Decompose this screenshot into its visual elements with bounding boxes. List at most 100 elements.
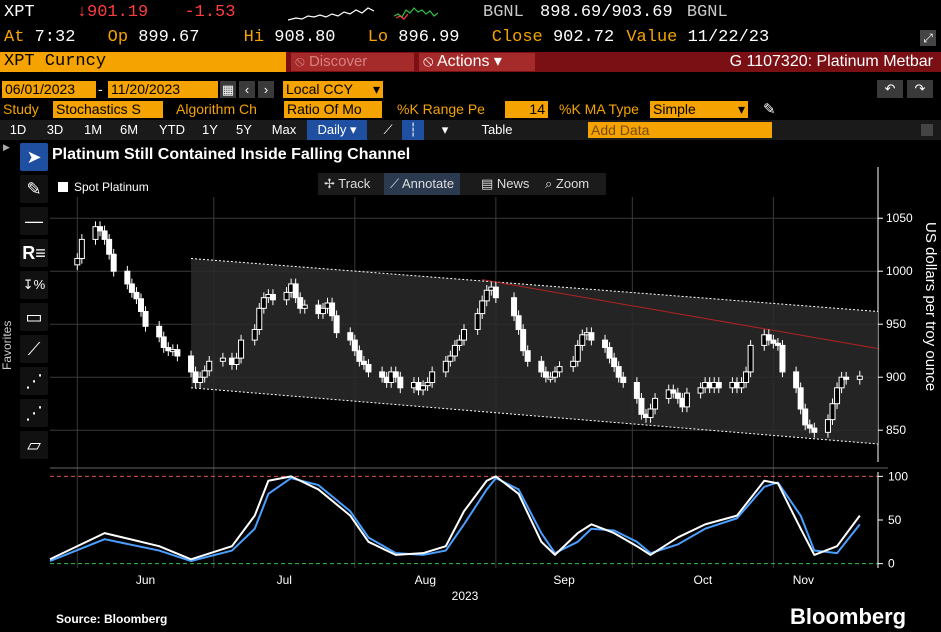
end-date-field[interactable]: 11/20/2023 (108, 81, 218, 98)
study-select[interactable]: Stochastics S (53, 101, 163, 118)
annotate-button[interactable]: ⟋ Annotate (384, 173, 461, 195)
collapse-arrow-icon[interactable]: ▶ (3, 142, 10, 152)
range-button-6m[interactable]: 6M (119, 122, 139, 137)
candle-chart-icon[interactable]: ┆ (402, 120, 424, 140)
candle-body (538, 360, 545, 373)
horizontal-line-tool-icon[interactable]: — (20, 207, 48, 235)
expand-icon[interactable]: ⤢ (920, 30, 936, 46)
candle-body (269, 294, 276, 301)
last-price: 901.19 (87, 3, 149, 22)
candle-body (670, 389, 677, 394)
track-label: Track (338, 176, 371, 191)
candle-body (674, 392, 681, 399)
candle-body (392, 371, 399, 378)
percent-tool-icon[interactable]: ↧% (20, 271, 48, 299)
range-button-1m[interactable]: 1M (83, 122, 103, 137)
candle-body (429, 371, 436, 383)
bid-source: BGNL (483, 3, 524, 22)
redo-button[interactable]: ↷ (907, 80, 933, 98)
candle-body (797, 387, 804, 410)
track-icon: ✢ (324, 176, 339, 191)
annotate-icon: ⟋ (390, 176, 402, 191)
algorithm-select[interactable]: Ratio Of Mo (284, 101, 382, 118)
ray-tool-icon[interactable]: ⋰ (20, 399, 48, 427)
retracement-tool-icon[interactable]: R≡ (20, 239, 48, 267)
candle-body (542, 371, 549, 378)
candle-body (633, 382, 640, 399)
line-chart-icon[interactable]: ⟋ (383, 122, 393, 137)
candle-body (283, 291, 290, 301)
candle-body (256, 307, 263, 330)
candle-body (360, 360, 367, 365)
range-button-1d[interactable]: 1D (9, 122, 27, 137)
y-tick-label: 1050 (886, 211, 913, 225)
zoom-label: Zoom (555, 176, 590, 191)
candle-body (165, 347, 172, 352)
period-select[interactable]: Daily ▾ (307, 120, 367, 140)
candle-body (188, 355, 195, 373)
chevron-down-icon[interactable]: ▾ (441, 122, 449, 137)
sparkline-intraday (288, 7, 375, 21)
candle-body (806, 424, 813, 429)
track-button[interactable]: ✢ Track (324, 173, 370, 195)
parallel-tool-icon[interactable]: ▱ (20, 431, 48, 459)
next-period-button[interactable]: › (258, 81, 274, 98)
news-icon: ▤ (481, 176, 497, 191)
table-button[interactable]: Table (481, 122, 513, 137)
stoch-d-line (49, 477, 861, 563)
candle-body (774, 342, 781, 346)
channel-tool-icon[interactable]: ⋰ (20, 367, 48, 395)
zoom-button[interactable]: ⌕ Zoom (545, 173, 589, 195)
low-label: Lo (367, 28, 389, 47)
candle-body (515, 315, 522, 331)
news-button[interactable]: ▤ News (481, 173, 529, 195)
candle-body (611, 357, 618, 368)
y-axis-label-box: US dollars per troy ounce (919, 222, 939, 422)
collapse-icon[interactable] (921, 124, 933, 136)
source-label: Source: Bloomberg (56, 612, 168, 626)
rectangle-tool-icon[interactable]: ▭ (20, 303, 48, 331)
krange-field[interactable]: 14 (505, 101, 548, 118)
cursor-tool-icon[interactable]: ➤ (20, 143, 48, 171)
calendar-icon[interactable]: ▦ (220, 81, 236, 98)
candle-body (829, 403, 836, 421)
chevron-down-icon: ▾ (489, 53, 502, 70)
range-button-1y[interactable]: 1Y (202, 122, 218, 137)
candle-body (219, 357, 226, 362)
prev-period-button[interactable]: ‹ (239, 81, 255, 98)
range-button-ytd[interactable]: YTD (159, 122, 185, 137)
add-data-input[interactable]: Add Data (588, 122, 772, 138)
trendline-tool-icon[interactable]: ⟋ (20, 335, 48, 363)
candle-body (206, 360, 213, 372)
candle-body (92, 226, 99, 240)
range-button-max[interactable]: Max (271, 122, 297, 137)
pencil-icon[interactable]: ✎ (763, 101, 776, 118)
candle-body (524, 350, 531, 362)
undo-button[interactable]: ↶ (877, 80, 903, 98)
actions-button[interactable]: ⦸ Actions ▾ (419, 53, 535, 71)
zoom-icon: ⌕ (545, 176, 556, 191)
open-value: 899.67 (138, 28, 200, 47)
candle-body (574, 344, 581, 362)
channel-fill (191, 258, 879, 444)
ticker-field[interactable]: XPT Curncy (0, 52, 286, 72)
candle-body (301, 304, 308, 309)
pencil-tool-icon[interactable]: ✎ (20, 175, 48, 203)
annotate-label: Annotate (402, 176, 455, 191)
range-button-3d[interactable]: 3D (46, 122, 64, 137)
range-button-5y[interactable]: 5Y (236, 122, 252, 137)
candle-body (683, 392, 690, 408)
candle-body (606, 347, 613, 359)
start-date-field[interactable]: 06/01/2023 (2, 81, 96, 98)
stoch-tick-label: 0 (888, 557, 895, 571)
close-value: 902.72 (552, 28, 615, 47)
candle-body (160, 336, 167, 349)
candle-body (292, 283, 299, 299)
candle-body (451, 344, 458, 357)
x-tick-label: Sep (553, 573, 575, 587)
discover-button[interactable]: ⦸ Discover (291, 53, 414, 71)
kma-select[interactable]: Simple ▾ (650, 101, 748, 118)
currency-select[interactable]: Local CCY ▾ (283, 81, 383, 98)
candle-body (137, 298, 144, 312)
